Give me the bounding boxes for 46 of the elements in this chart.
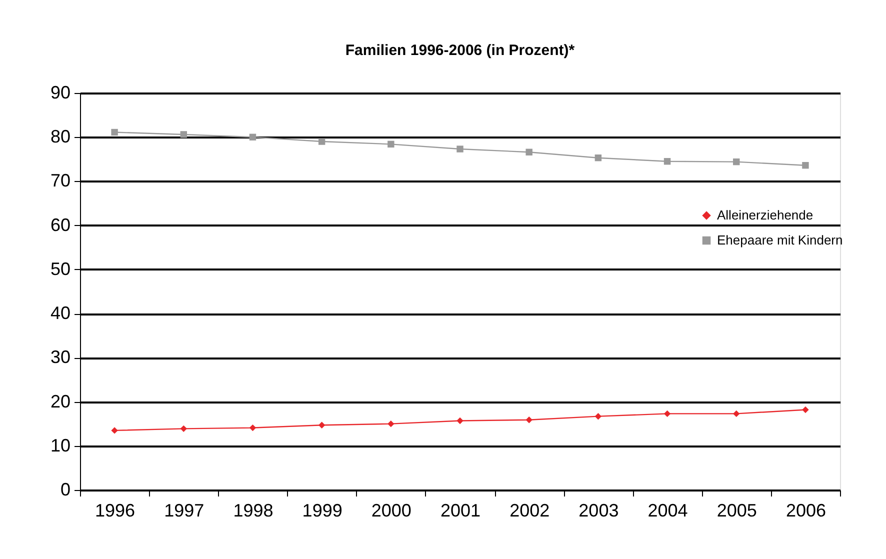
point	[594, 154, 602, 162]
x-tick-label: 2001	[440, 500, 481, 520]
point	[594, 412, 602, 420]
point	[802, 162, 809, 169]
point	[180, 425, 187, 432]
x-tick-label: 2005	[716, 500, 757, 520]
point	[456, 146, 464, 152]
point	[388, 420, 394, 428]
x-tick-label: 1996	[95, 500, 136, 520]
x-tick-label: 1998	[233, 500, 274, 520]
point	[111, 427, 118, 434]
y-tick-label: 0	[60, 480, 70, 500]
legend-label: Ehepaare mit Kindern	[717, 232, 843, 248]
point	[456, 417, 464, 424]
point	[526, 148, 532, 156]
y-tick-label: 70	[50, 170, 70, 191]
point	[318, 422, 326, 429]
point	[388, 140, 394, 148]
point	[664, 410, 671, 418]
y-tick-label: 10	[50, 435, 70, 456]
y-tick-label: 80	[50, 126, 70, 147]
y-tick-label: 20	[50, 391, 70, 412]
y-tick-label: 90	[50, 82, 70, 102]
x-tick-label: 2002	[510, 500, 550, 520]
point	[111, 128, 118, 136]
point	[180, 131, 187, 138]
x-tick-label: 2003	[578, 500, 619, 520]
x-tick-label: 1999	[302, 500, 342, 520]
y-tick-label: 60	[50, 214, 70, 235]
point	[249, 424, 256, 432]
point	[802, 406, 809, 414]
y-tick-label: 30	[50, 347, 70, 368]
point	[318, 138, 326, 145]
x-tick-label: 2004	[648, 500, 688, 520]
point	[249, 134, 256, 140]
x-tick-label: 1997	[164, 500, 204, 520]
point	[733, 410, 740, 418]
legend-label: Alleinerziehende	[717, 208, 814, 222]
x-tick-label: 2006	[786, 500, 826, 520]
point	[526, 416, 532, 424]
x-tick-label: 2000	[371, 500, 412, 520]
chart-title: Familien 1996-2006 (in Prozent)*	[345, 42, 575, 59]
y-tick-label: 40	[50, 303, 70, 324]
y-tick-label: 50	[50, 258, 70, 279]
point	[733, 158, 740, 166]
point	[664, 158, 671, 165]
